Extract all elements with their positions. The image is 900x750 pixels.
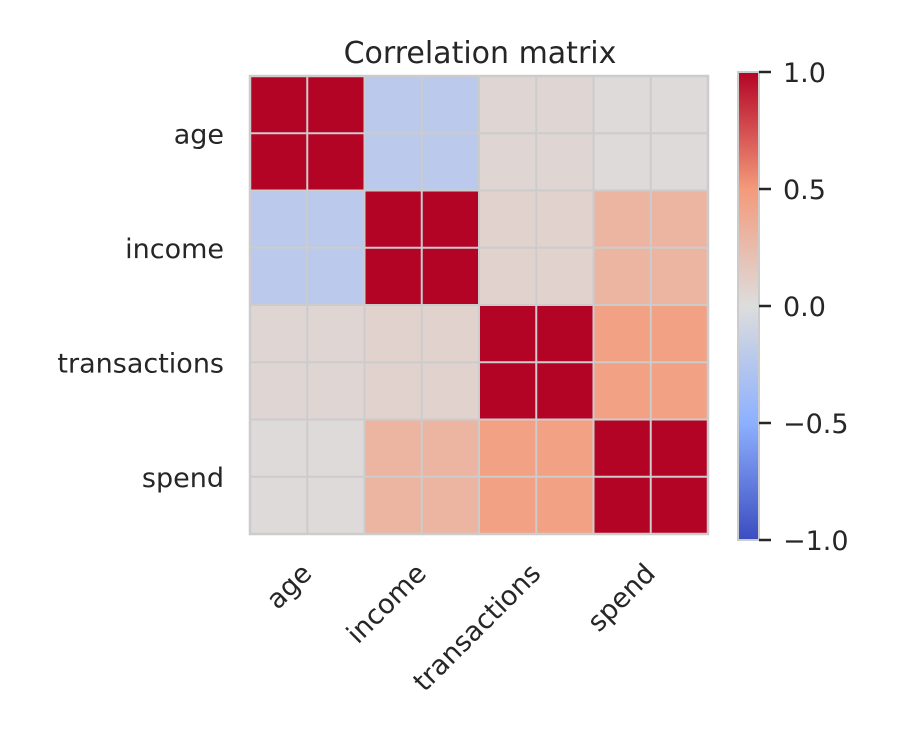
colorbar-ticks: 1.0 0.5 0.0 −0.5 −1.0 — [759, 58, 849, 557]
y-tick-label-income: income — [125, 234, 224, 265]
colorbar-tick-label: −0.5 — [783, 409, 849, 440]
y-tick-label-spend: spend — [142, 463, 224, 494]
x-tick-label-age: age — [261, 558, 318, 615]
colorbar-tick-label: 0.5 — [783, 175, 826, 206]
chart-title: Correlation matrix — [344, 36, 617, 71]
heatmap-grid — [250, 76, 708, 534]
colorbar — [737, 71, 760, 541]
x-tick-label-spend: spend — [582, 558, 662, 638]
x-tick-label-income: income — [341, 558, 433, 650]
y-tick-label-transactions: transactions — [57, 348, 224, 379]
colorbar-tick-label: −1.0 — [783, 526, 849, 557]
y-tick-label-age: age — [174, 119, 224, 150]
plot-frame — [248, 74, 710, 536]
y-tick-labels: age income transactions spend — [57, 119, 224, 494]
colorbar-tick-label: 0.0 — [783, 292, 826, 323]
colorbar-tick-label: 1.0 — [783, 58, 826, 89]
